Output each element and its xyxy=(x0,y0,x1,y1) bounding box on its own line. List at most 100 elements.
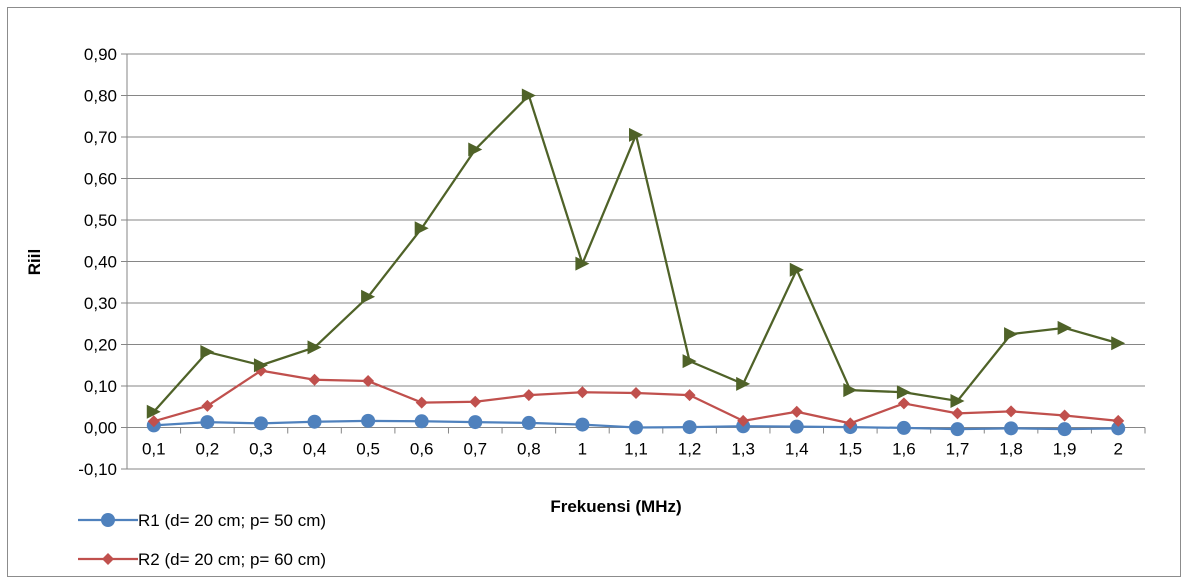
series-2-point xyxy=(790,405,803,418)
series-3 xyxy=(146,88,1126,419)
legend: R1 (d= 20 cm; p= 50 cm) R2 (d= 20 cm; p= … xyxy=(78,511,326,569)
x-axis-title: Frekuensi (MHz) xyxy=(550,497,681,516)
series-1-point xyxy=(521,415,536,430)
series-1-point xyxy=(682,420,697,435)
series-2-point xyxy=(147,415,160,428)
x-tick-label: 0,3 xyxy=(249,440,273,459)
x-tick-label: 1,3 xyxy=(731,440,755,459)
x-tick-label: 0,8 xyxy=(517,440,541,459)
series-3-point xyxy=(1057,320,1072,335)
y-tick-labels: -0,10 0,00 0,10 0,20 0,30 0,40 0,50 0,60 0,70 0,8… xyxy=(78,45,117,479)
y-tick-label: 0,20 xyxy=(84,336,117,355)
series-2-point xyxy=(951,407,964,420)
x-tick-label: 1,5 xyxy=(838,440,862,459)
legend-item: R2 (d= 20 cm; p= 60 cm) xyxy=(78,550,326,569)
x-tick-label: 0,2 xyxy=(196,440,220,459)
series-3-point xyxy=(307,340,322,355)
series-1-point xyxy=(1111,421,1126,436)
y-tick-label: 0,40 xyxy=(84,253,117,272)
series-1-point xyxy=(629,420,643,435)
series-1-point xyxy=(575,417,590,432)
series-1-point xyxy=(253,416,268,431)
y-tick-label: 0,90 xyxy=(84,45,117,64)
legend-label: R1 (d= 20 cm; p= 50 cm) xyxy=(138,511,326,530)
y-tick-label: 0,70 xyxy=(84,128,117,147)
series-2-point xyxy=(683,389,696,402)
series-1-point xyxy=(1004,421,1019,436)
legend-label: R2 (d= 20 cm; p= 60 cm) xyxy=(138,550,326,569)
series-2-point xyxy=(737,414,750,427)
series-3-point xyxy=(896,385,911,400)
y-tick-label: 0,00 xyxy=(84,419,117,438)
y-tick-label: 0,10 xyxy=(84,377,117,396)
x-tick-labels: 0,1 0,2 0,3 0,4 0,5 0,6 0,7 0,8 1 1,1 1,2 1,3 1,4 1,5… xyxy=(142,440,1123,459)
x-tick-label: 2 xyxy=(1113,440,1122,459)
series-1-point xyxy=(468,415,483,430)
gridlines xyxy=(127,53,1145,470)
series-1-point xyxy=(1057,422,1072,437)
series-2-point xyxy=(630,387,642,400)
x-tick-label: 1,7 xyxy=(946,440,970,459)
series-3-point xyxy=(200,344,215,359)
series-2 xyxy=(147,364,1125,430)
series-3-point xyxy=(521,88,536,103)
series-2-point xyxy=(415,396,428,409)
series-2-point xyxy=(1005,405,1018,418)
series-2-point xyxy=(1058,409,1071,422)
x-tick-label: 1,6 xyxy=(892,440,916,459)
series-3-point xyxy=(789,262,804,277)
series-2-point xyxy=(254,364,267,377)
series-3-point xyxy=(950,393,965,408)
chart-frame xyxy=(7,7,1181,577)
x-tick-label: 0,6 xyxy=(410,440,434,459)
series-1-point xyxy=(414,414,429,429)
series-3-point xyxy=(468,142,483,157)
x-tick-label: 1,8 xyxy=(999,440,1023,459)
x-tick-label: 1,9 xyxy=(1053,440,1077,459)
series-2-point xyxy=(522,389,535,402)
series-2-point xyxy=(308,373,321,386)
series-3-point xyxy=(146,404,161,419)
series-3-line xyxy=(152,94,1119,413)
series-3-point xyxy=(253,358,268,373)
series-3-point xyxy=(414,221,429,236)
series-1-point xyxy=(950,422,965,437)
series-1-point xyxy=(789,419,804,434)
series-2-point xyxy=(362,375,375,388)
series-1 xyxy=(146,413,1126,437)
series-2-point xyxy=(201,399,214,412)
y-tick-label: 0,60 xyxy=(84,170,117,189)
series-2-point xyxy=(576,386,589,399)
series-3-point xyxy=(1004,327,1019,342)
x-tick-label: 1 xyxy=(578,440,587,459)
x-tick-label: 0,4 xyxy=(303,440,327,459)
series-2-point xyxy=(844,417,857,430)
y-tick-label: 0,50 xyxy=(84,211,117,230)
series-1-point xyxy=(896,420,911,435)
legend-item: R1 (d= 20 cm; p= 50 cm) xyxy=(78,511,326,530)
x-tick-label: 1,4 xyxy=(785,440,809,459)
series-3-point xyxy=(575,256,590,271)
x-tick-label: 0,7 xyxy=(463,440,487,459)
legend-swatch-marker xyxy=(101,513,115,527)
y-axis-title: Riil xyxy=(25,249,44,275)
series-2-point xyxy=(1112,414,1125,427)
y-tick-label: -0,10 xyxy=(78,460,117,479)
series-3-point xyxy=(1111,336,1126,351)
y-tick-label: 0,80 xyxy=(84,87,117,106)
x-tick-label: 1,1 xyxy=(624,440,648,459)
series-3-point xyxy=(629,127,643,142)
series-1-point xyxy=(361,413,376,428)
series-group xyxy=(146,88,1126,437)
series-1-point xyxy=(307,414,322,429)
series-1-point xyxy=(200,415,215,430)
series-3-point xyxy=(361,289,376,304)
x-tick-label: 0,1 xyxy=(142,440,166,459)
series-2-point xyxy=(469,395,482,408)
series-3-point xyxy=(682,354,697,369)
legend-swatch-marker xyxy=(102,553,114,565)
x-tick-label: 1,2 xyxy=(678,440,702,459)
series-3-point xyxy=(843,383,858,398)
x-tick-label: 0,5 xyxy=(356,440,380,459)
